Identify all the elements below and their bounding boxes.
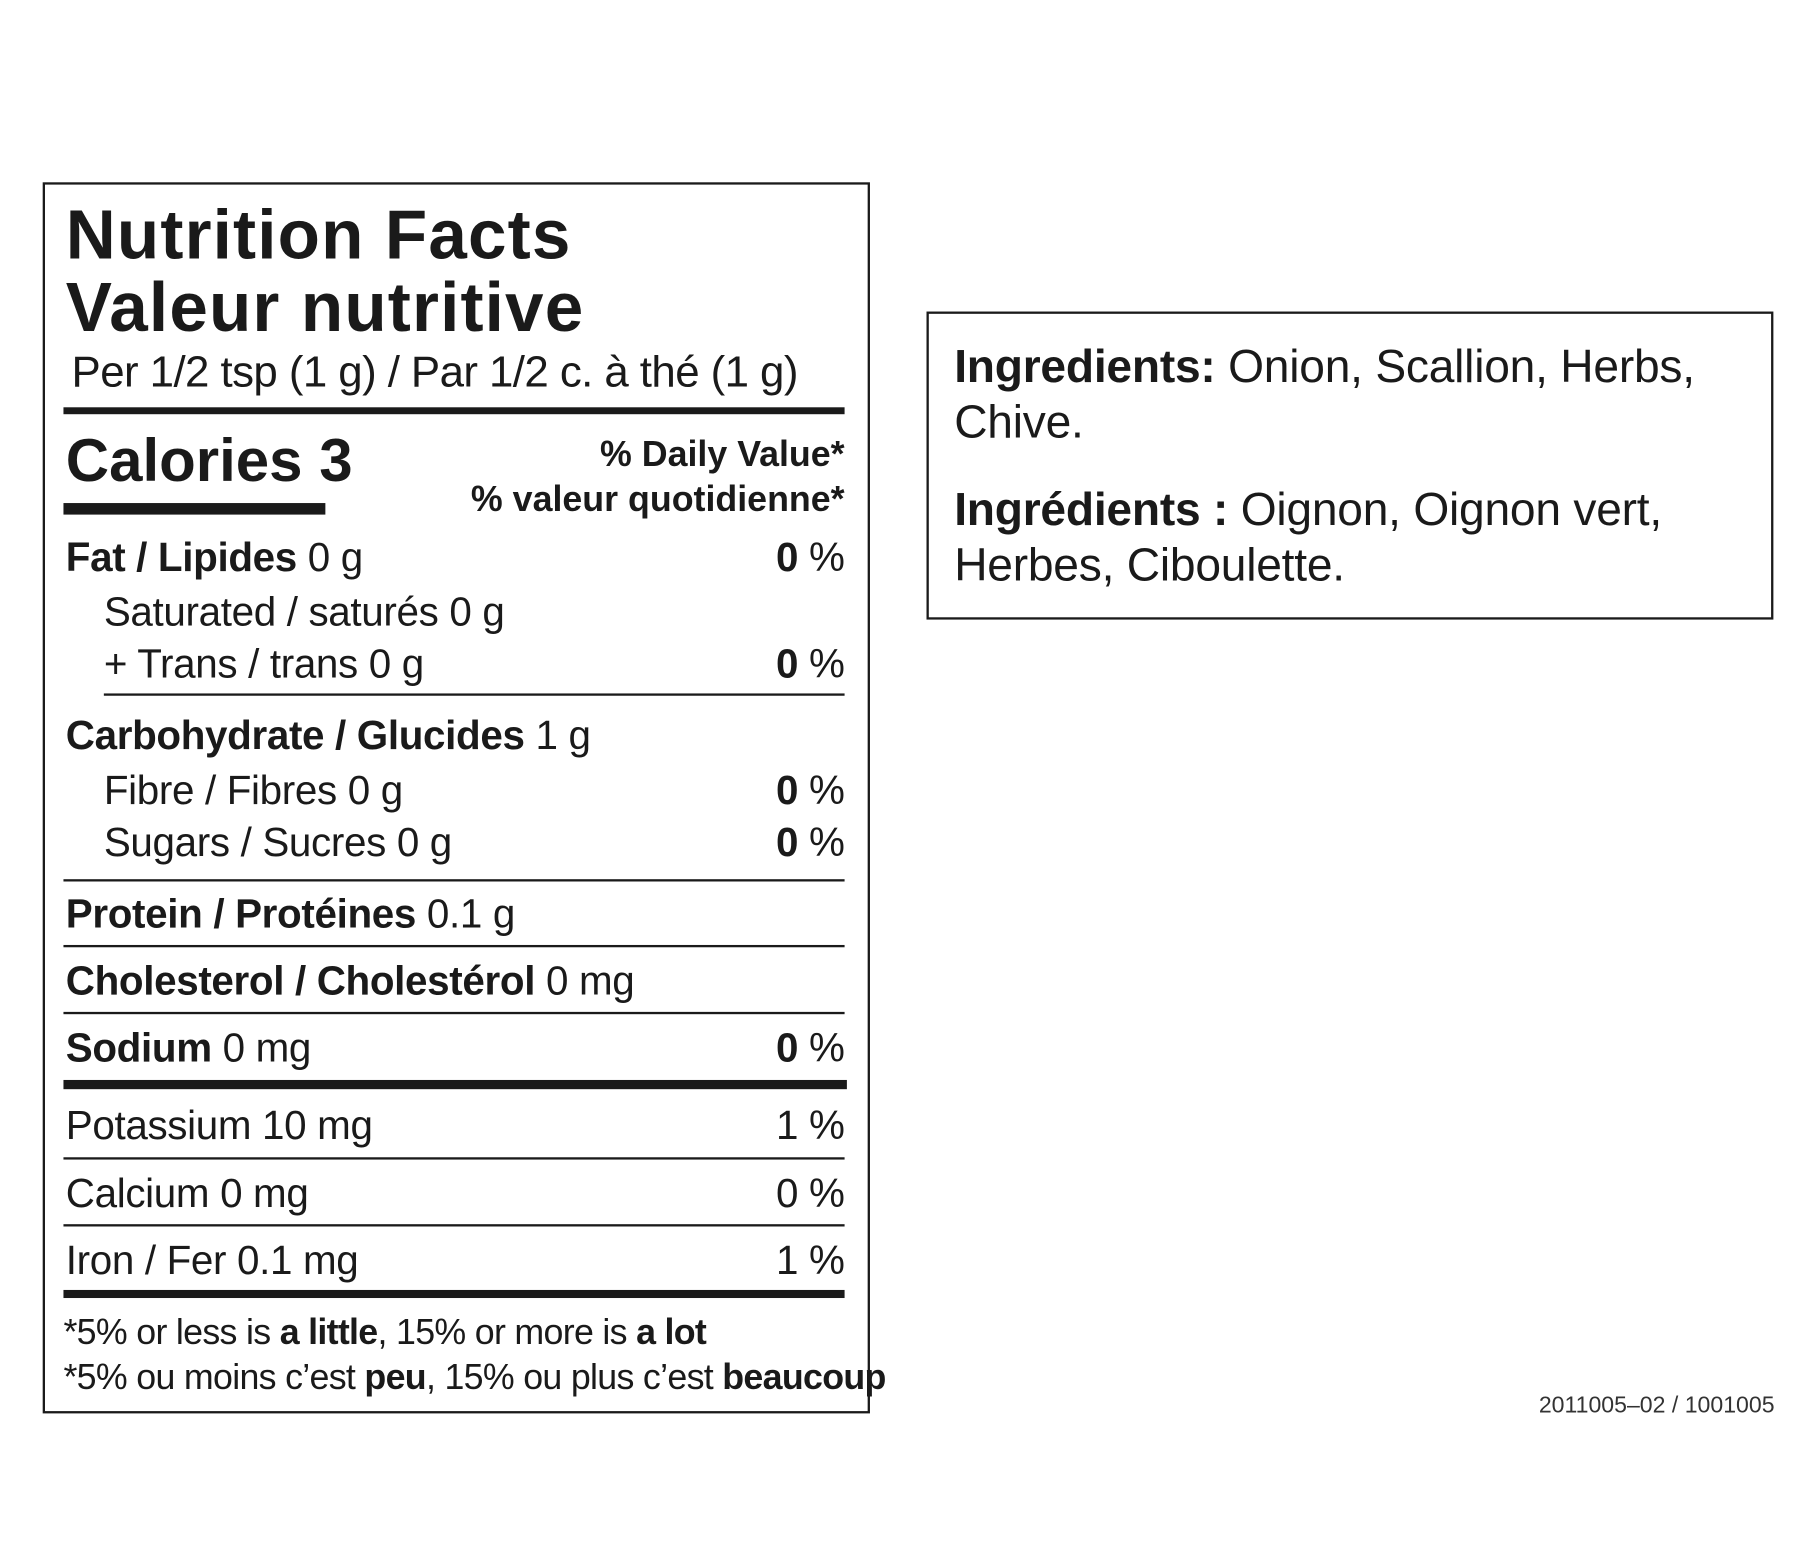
pct-potassium: 1 % (776, 1103, 845, 1149)
pct-trans: 0 % (776, 641, 845, 687)
nutrition-facts-panel (42, 182, 870, 1414)
footnote-fr: *5% ou moins c’est peu, 15% ou plus c’es… (63, 1356, 886, 1398)
row-saturated: Saturated / saturés 0 g (103, 589, 505, 635)
divider (63, 944, 845, 948)
divider (103, 693, 845, 696)
dv-en: % Daily Value* (600, 433, 845, 475)
dv-fr: % valeur quotidienne* (470, 478, 845, 520)
pct-fat: 0 % (776, 535, 845, 581)
row-cholesterol: Cholesterol / Cholestérol 0 mg (65, 958, 635, 1004)
ingredients-en: Ingredients: Onion, Scallion, Herbs, Chi… (954, 341, 1695, 448)
title-en: Nutrition Facts (65, 196, 572, 274)
divider (63, 1224, 845, 1227)
row-iron: Iron / Fer 0.1 mg (65, 1238, 359, 1284)
row-calcium: Calcium 0 mg (65, 1171, 309, 1217)
row-fibre: Fibre / Fibres 0 g (103, 768, 403, 814)
pct-iron: 1 % (776, 1238, 845, 1284)
divider (63, 407, 845, 415)
calories-bar (63, 503, 326, 515)
footnote-en: *5% or less is a little, 15% or more is … (63, 1311, 707, 1353)
row-sodium: Sodium 0 mg (65, 1025, 312, 1071)
row-fat: Fat / Lipides 0 g (65, 535, 363, 581)
row-carbohydrate: Carbohydrate / Glucides 1 g (65, 713, 591, 759)
pct-calcium: 0 % (776, 1171, 845, 1217)
divider (63, 879, 845, 882)
ingredients-box: Ingredients: Onion, Scallion, Herbs, Chi… (926, 311, 1774, 620)
row-protein: Protein / Protéines 0.1 g (65, 891, 516, 937)
pct-sugars: 0 % (776, 820, 845, 866)
row-potassium: Potassium 10 mg (65, 1103, 373, 1149)
divider (63, 1157, 845, 1160)
row-trans: + Trans / trans 0 g (103, 641, 424, 687)
divider (63, 1011, 845, 1015)
pct-sodium: 0 % (776, 1025, 845, 1071)
ingredients-fr: Ingrédients : Oignon, Oignon vert, Herbe… (954, 484, 1662, 591)
divider-thick (63, 1079, 847, 1090)
serving-size: Per 1/2 tsp (1 g) / Par 1/2 c. à thé (1 … (71, 348, 799, 397)
pct-fibre: 0 % (776, 768, 845, 814)
calories: Calories 3 (65, 428, 353, 495)
divider-thick (63, 1289, 845, 1299)
title-fr: Valeur nutritive (65, 268, 585, 347)
row-sugars: Sugars / Sucres 0 g (103, 820, 452, 866)
product-code: 2011005–02 / 1001005 (1538, 1392, 1775, 1419)
